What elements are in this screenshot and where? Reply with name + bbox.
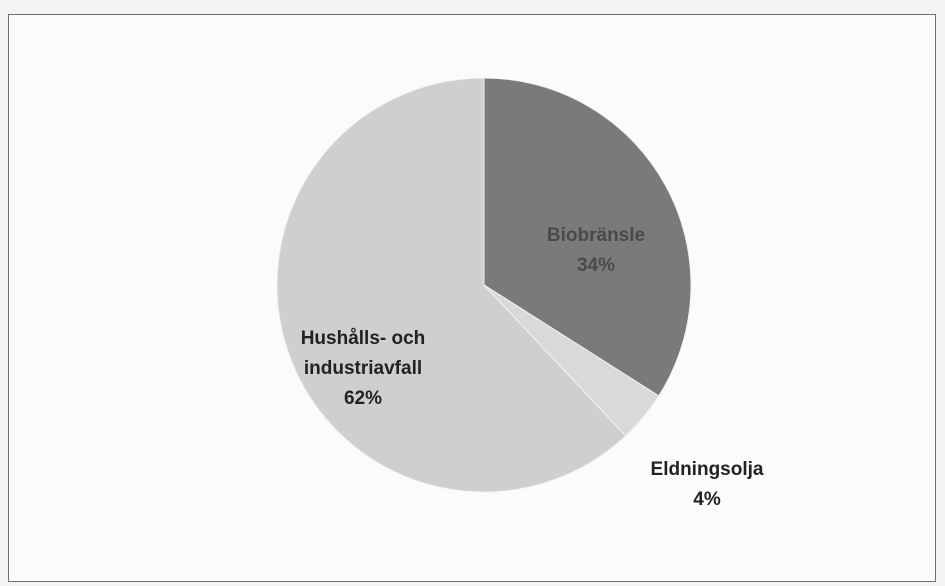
pie-slice-hushålls-och-industriavfall: [276, 77, 627, 493]
slice-name-label: Biobränsle: [547, 225, 645, 246]
slice-label-2: Hushålls- och industriavfall 62%: [301, 328, 426, 409]
slice-name-label: Eldningsolja: [651, 459, 764, 480]
slice-label-0: Biobränsle 34%: [547, 225, 645, 276]
slice-label-1: Eldningsolja 4%: [651, 459, 764, 510]
slice-percent-label: 62%: [344, 388, 382, 409]
slice-percent-label: 4%: [693, 489, 721, 510]
pie-slice-biobränsle: [483, 77, 692, 397]
slice-name-label: industriavfall: [304, 358, 422, 379]
slice-name-label: Hushålls- och: [301, 328, 426, 349]
slice-percent-label: 34%: [577, 255, 615, 276]
